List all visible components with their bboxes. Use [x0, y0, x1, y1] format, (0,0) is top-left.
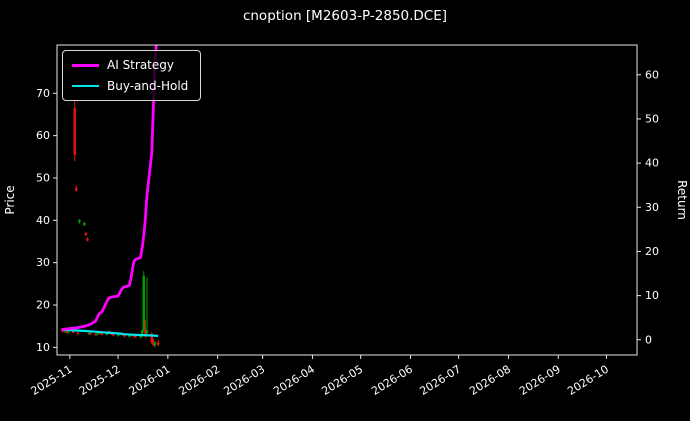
return-tick-label: 40 — [645, 157, 659, 170]
legend: AI Strategy Buy-and-Hold — [62, 50, 202, 101]
candle-body — [65, 330, 68, 333]
x-tick-label: 2025-12 — [77, 363, 123, 398]
candle-body — [75, 188, 78, 191]
candle-body — [73, 108, 76, 155]
candle-body — [152, 342, 155, 346]
legend-item-ai-strategy: AI Strategy — [72, 58, 188, 72]
return-tick-label: 30 — [645, 201, 659, 214]
candle-body — [86, 238, 89, 241]
plot-border — [56, 44, 638, 356]
candle-body — [94, 334, 97, 336]
y-axis-right: 0 10 20 30 40 50 60 — [637, 68, 659, 346]
buy-and-hold-line — [61, 328, 159, 337]
candle-body — [150, 333, 153, 343]
candle-body — [157, 342, 160, 345]
x-tick-label: 2026-04 — [271, 363, 317, 398]
candle-body — [63, 330, 67, 332]
price-tick-label: 40 — [36, 214, 50, 227]
x-tick-label: 2025-11 — [29, 363, 75, 398]
x-tick-label: 2026-08 — [467, 363, 513, 398]
candle-body — [100, 333, 104, 335]
ai-strategy-line-swatch — [72, 63, 99, 67]
candle-body — [105, 332, 109, 335]
candle-body — [83, 222, 86, 225]
candle-body — [89, 332, 92, 335]
candle-body — [95, 333, 99, 335]
candle-body — [153, 342, 157, 346]
return-tick-label: 0 — [645, 333, 652, 346]
x-tick-label: 2026-10 — [565, 363, 611, 398]
candle-body — [140, 330, 144, 337]
candle-body — [112, 334, 115, 336]
candle-body — [128, 335, 131, 337]
buy-and-hold-line-swatch — [72, 84, 99, 88]
candle-body — [78, 219, 81, 223]
candle-body — [87, 332, 91, 334]
x-tick-label: 2026-01 — [127, 363, 173, 398]
price-tick-label: 20 — [36, 299, 50, 312]
return-tick-label: 50 — [645, 112, 659, 125]
x-tick-label: 2026-06 — [369, 363, 415, 398]
chart-title: cnoption [M2603-P-2850.DCE] — [242, 8, 448, 24]
candle-body — [62, 330, 65, 332]
candle-body — [134, 336, 137, 338]
x-tick-label: 2026-09 — [517, 363, 563, 398]
candle-body — [144, 329, 147, 334]
legend-label-ai-strategy: AI Strategy — [107, 58, 174, 72]
return-tick-label: 10 — [645, 289, 659, 302]
price-tick-label: 60 — [36, 129, 50, 142]
candle-body — [84, 233, 88, 236]
x-tick-label: 2026-02 — [176, 363, 222, 398]
ai-strategy-line — [61, 45, 158, 331]
candle-body — [76, 332, 80, 334]
candle-body — [142, 276, 145, 331]
legend-item-buy-and-hold: Buy-and-Hold — [72, 79, 188, 93]
y-axis-left: 10 20 30 40 50 60 70 — [36, 87, 57, 354]
return-tick-label: 20 — [645, 245, 659, 258]
candle-body — [116, 334, 120, 336]
legend-label-buy-and-hold: Buy-and-Hold — [107, 79, 189, 93]
price-tick-label: 30 — [36, 256, 50, 269]
price-tick-label: 70 — [36, 87, 50, 100]
candle-body — [123, 335, 126, 337]
candle-body — [145, 330, 149, 333]
price-tick-label: 10 — [36, 341, 50, 354]
candle-body — [132, 335, 136, 337]
candle-body — [139, 336, 142, 338]
return-tick-label: 60 — [645, 68, 659, 81]
candle-body — [67, 331, 70, 333]
y-axis-label-return: Return — [675, 180, 689, 220]
x-tick-label: 2026-03 — [221, 363, 267, 398]
x-tick-label: 2026-07 — [417, 363, 463, 398]
x-axis: 2025-11 2025-12 2026-01 2026-02 2026-03 2026-… — [29, 355, 611, 398]
price-tick-label: 50 — [36, 171, 50, 184]
candle-body — [71, 331, 75, 333]
y-axis-label-price: Price — [3, 185, 17, 214]
x-tick-label: 2026-05 — [319, 363, 365, 398]
